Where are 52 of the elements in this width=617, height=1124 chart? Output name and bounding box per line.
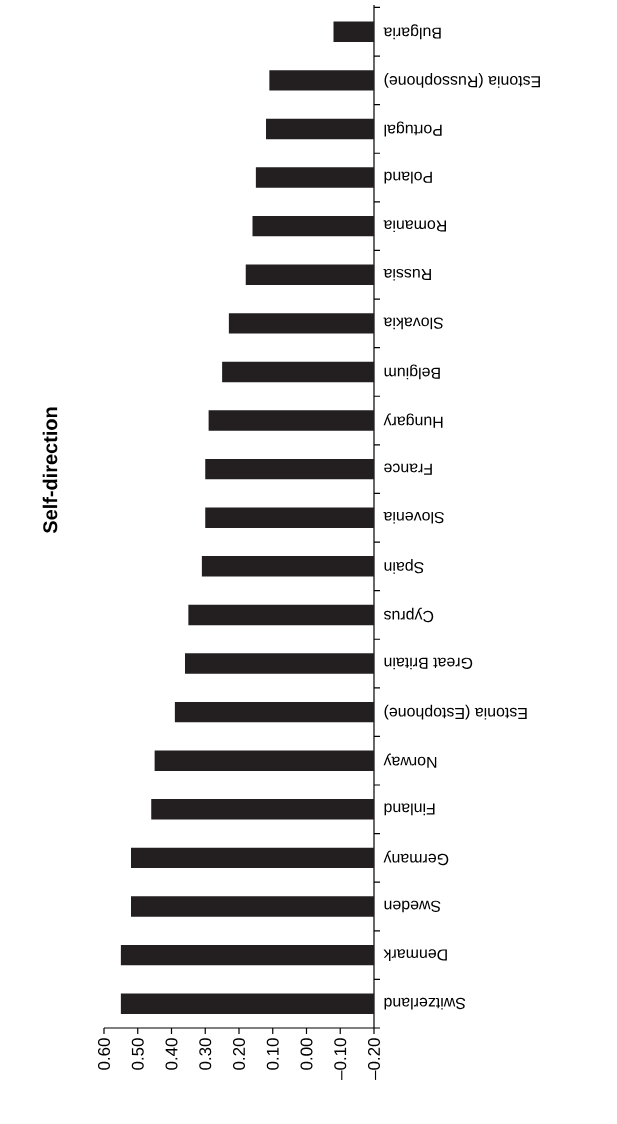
bar [130,847,374,869]
bar [208,410,374,431]
bar [228,313,374,334]
y-tick-label: Portugal [384,121,442,137]
x-tick-label: 0.50 [131,1038,144,1070]
bar [205,458,374,480]
bar [151,799,374,820]
bar [174,701,374,723]
x-tick-label: 0.20 [233,1038,245,1070]
y-tick-label: Belgium [384,364,440,380]
bar [252,215,374,237]
y-tick-label: Russia [383,268,431,281]
y-tick-label: Slovenia [383,511,444,524]
bar [120,993,374,1014]
x-tick-label: 0.00 [300,1038,313,1070]
text: Self-direction [42,407,58,534]
y-tick-label: Germany [383,850,449,866]
bar [222,361,374,383]
bar [154,750,374,771]
y-tick-label: Sweden [384,900,441,913]
y-tick-label: Estonia (Estophone) [384,704,527,720]
bar [205,507,374,528]
y-tick-label: Denmark [383,949,447,961]
y-tick-label: Poland [384,171,432,184]
bar [269,70,374,91]
y-tick-label: Estonia (Russophone) [384,72,540,88]
bar [130,896,374,917]
y-tick-label: Cyprus [384,607,434,623]
y-tick-label: Romania [383,220,446,232]
y-tick-label: Spain [384,558,424,574]
x-tick-label: 0.40 [165,1038,178,1070]
bar [245,264,374,285]
bar [333,21,374,42]
x-tick-label: –0.20 [368,1038,380,1080]
y-tick-label: Hungary [383,413,443,428]
x-tick-label: 0.30 [199,1038,212,1070]
y-tick-label: Great Britain [384,657,473,670]
x-tick-label: –0.10 [334,1038,347,1080]
bar [265,118,374,140]
y-tick-label: Finland [384,803,435,816]
y-tick-label: Norway [383,753,437,768]
y-tick-label: Slovakia [383,317,444,330]
y-tick-label: Bulgaria [383,24,441,40]
y-tick-label: Switzerland [384,997,466,1010]
bar [120,944,374,966]
x-tick-label: 0.10 [266,1038,279,1070]
bar [201,556,374,577]
bar [184,653,374,674]
y-tick-label: France [384,463,432,475]
bar [255,167,374,188]
bar [188,604,374,626]
x-tick-label: 0.60 [98,1038,110,1070]
